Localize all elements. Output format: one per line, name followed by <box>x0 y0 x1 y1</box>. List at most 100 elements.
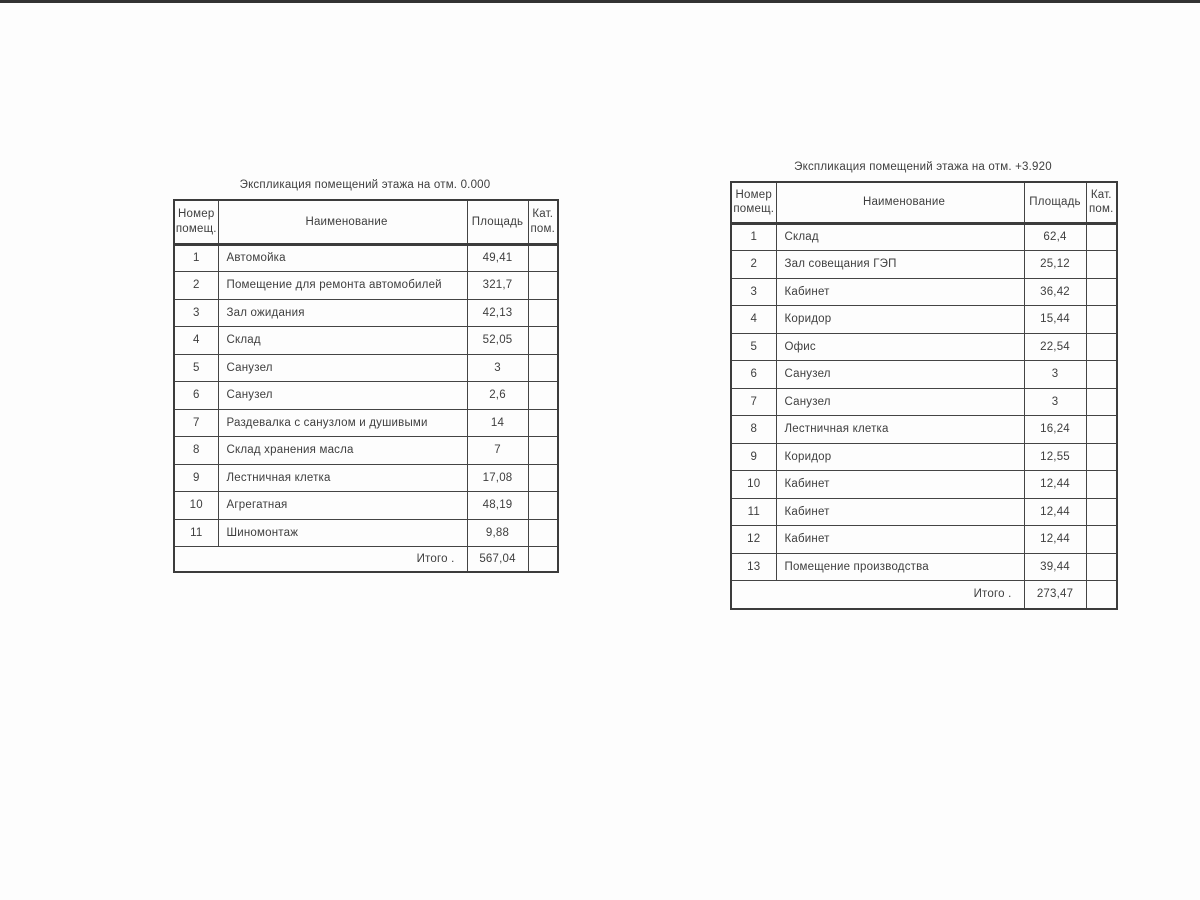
room-number-cell: 9 <box>730 442 777 471</box>
room-name-cell: Агрегатная <box>217 491 468 520</box>
room-area-cell: 25,12 <box>1023 250 1087 279</box>
room-number-cell: 5 <box>730 332 777 361</box>
header-line: пом. <box>1088 203 1114 216</box>
room-number-cell: 3 <box>730 277 777 306</box>
table-row: 9 Коридор 12,55 <box>730 442 1118 471</box>
room-category-cell <box>527 353 559 382</box>
room-area-cell: 14 <box>466 408 529 437</box>
room-name-cell: Автомойка <box>217 243 468 272</box>
room-category-cell <box>1085 525 1118 554</box>
room-area-cell: 16,24 <box>1023 415 1087 444</box>
header-row: Номер помещ. Наименование Площадь Кат. п… <box>173 199 559 246</box>
room-number-cell: 2 <box>730 250 777 279</box>
explication-table-floor-3920: Номер помещ. Наименование Площадь Кат. п… <box>730 181 1118 610</box>
table-row: 5 Офис 22,54 <box>730 332 1118 361</box>
table-row: 3 Зал ожидания 42,13 <box>173 298 559 327</box>
col-header-area: Площадь <box>466 199 529 246</box>
room-category-cell <box>1085 277 1118 306</box>
room-area-cell: 48,19 <box>466 491 529 520</box>
header-line: Номер <box>735 188 772 201</box>
room-area-cell: 321,7 <box>466 271 529 300</box>
table-row: 3 Кабинет 36,42 <box>730 277 1118 306</box>
room-category-cell <box>527 326 559 355</box>
room-name-cell: Помещение производства <box>775 552 1025 581</box>
room-number-cell: 1 <box>730 222 777 251</box>
room-category-cell <box>527 436 559 465</box>
room-category-cell <box>1085 305 1118 334</box>
room-name-cell: Кабинет <box>775 497 1025 526</box>
room-category-cell <box>527 271 559 300</box>
table-row: 7 Раздевалка с санузлом и душивыми 14 <box>173 408 559 437</box>
room-area-cell: 9,88 <box>466 518 529 547</box>
header-line: Кат. <box>532 208 554 221</box>
header-line: Кат. <box>1090 188 1112 201</box>
room-name-cell: Офис <box>775 332 1025 361</box>
table-row: 8 Лестничная клетка 16,24 <box>730 415 1118 444</box>
room-name-cell: Склад хранения масла <box>217 436 468 465</box>
table-row: 6 Санузел 2,6 <box>173 381 559 410</box>
room-number-cell: 3 <box>173 298 219 327</box>
room-area-cell: 7 <box>466 436 529 465</box>
room-area-cell: 12,44 <box>1023 525 1087 554</box>
room-category-cell <box>527 243 559 272</box>
room-name-cell: Кабинет <box>775 525 1025 554</box>
room-number-cell: 12 <box>730 525 777 554</box>
room-area-cell: 2,6 <box>466 381 529 410</box>
room-category-cell <box>1085 250 1118 279</box>
room-name-cell: Склад <box>217 326 468 355</box>
table-title: Экспликация помещений этажа на отм. +3.9… <box>794 161 1052 173</box>
table-row: 5 Санузел 3 <box>173 353 559 382</box>
room-area-cell: 12,44 <box>1023 497 1087 526</box>
total-row: Итого . 567,04 <box>173 546 559 572</box>
room-category-cell <box>1085 470 1118 499</box>
room-name-cell: Раздевалка с санузлом и душивыми <box>217 408 468 437</box>
col-header-area: Площадь <box>1023 181 1087 225</box>
room-area-cell: 52,05 <box>466 326 529 355</box>
room-category-cell <box>527 408 559 437</box>
room-area-cell: 62,4 <box>1023 222 1087 251</box>
table-row: 2 Помещение для ремонта автомобилей 321,7 <box>173 271 559 300</box>
room-number-cell: 9 <box>173 463 219 492</box>
room-category-cell <box>1085 497 1118 526</box>
room-category-cell <box>527 381 559 410</box>
room-number-cell: 6 <box>173 381 219 410</box>
room-number-cell: 10 <box>173 491 219 520</box>
room-name-cell: Лестничная клетка <box>775 415 1025 444</box>
room-name-cell: Помещение для ремонта автомобилей <box>217 271 468 300</box>
col-header-name: Наименование <box>775 181 1025 225</box>
room-area-cell: 3 <box>1023 360 1087 389</box>
room-category-cell <box>527 491 559 520</box>
room-area-cell: 22,54 <box>1023 332 1087 361</box>
table-row: 8 Склад хранения масла 7 <box>173 436 559 465</box>
room-name-cell: Санузел <box>217 353 468 382</box>
room-name-cell: Коридор <box>775 305 1025 334</box>
room-category-cell <box>1085 222 1118 251</box>
room-area-cell: 36,42 <box>1023 277 1087 306</box>
room-name-cell: Коридор <box>775 442 1025 471</box>
room-name-cell: Кабинет <box>775 277 1025 306</box>
room-number-cell: 4 <box>730 305 777 334</box>
room-name-cell: Санузел <box>775 387 1025 416</box>
room-category-cell <box>1085 442 1118 471</box>
total-category-cell <box>1085 580 1118 609</box>
table-row: 2 Зал совещания ГЭП 25,12 <box>730 250 1118 279</box>
col-header-category: Кат. пом. <box>527 199 559 246</box>
col-header-category: Кат. пом. <box>1085 181 1118 225</box>
room-category-cell <box>1085 387 1118 416</box>
total-value-cell: 567,04 <box>466 546 529 572</box>
room-category-cell <box>1085 360 1118 389</box>
total-category-cell <box>527 546 559 572</box>
room-area-cell: 49,41 <box>466 243 529 272</box>
room-number-cell: 6 <box>730 360 777 389</box>
room-name-cell: Санузел <box>775 360 1025 389</box>
col-header-name: Наименование <box>217 199 468 246</box>
room-name-cell: Санузел <box>217 381 468 410</box>
explication-table-floor-0000: Номер помещ. Наименование Площадь Кат. п… <box>173 199 559 573</box>
room-number-cell: 10 <box>730 470 777 499</box>
explication-block-floor-0000: Экспликация помещений этажа на отм. 0.00… <box>173 179 559 573</box>
room-number-cell: 11 <box>173 518 219 547</box>
room-name-cell: Зал ожидания <box>217 298 468 327</box>
table-row: 13 Помещение производства 39,44 <box>730 552 1118 581</box>
room-number-cell: 8 <box>173 436 219 465</box>
room-area-cell: 3 <box>466 353 529 382</box>
